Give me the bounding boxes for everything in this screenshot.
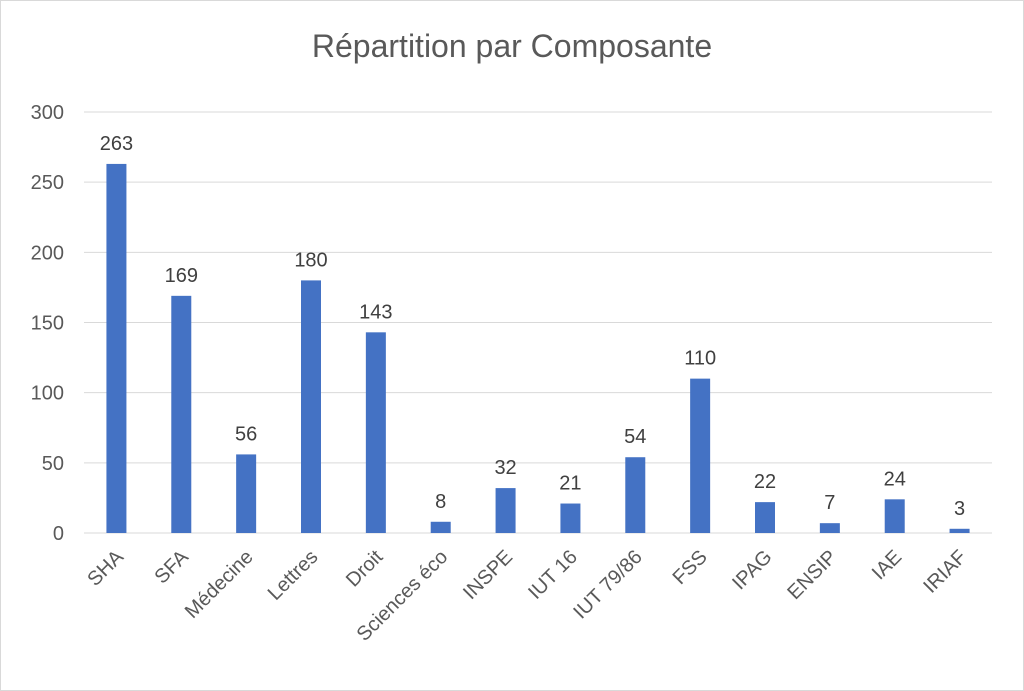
x-tick-label: IUT 16: [524, 546, 582, 604]
bar: [625, 457, 646, 533]
y-tick-label: 0: [53, 523, 64, 545]
bar: [755, 502, 775, 533]
bar: [690, 378, 711, 533]
bar: [495, 488, 516, 533]
data-label: 7: [824, 492, 835, 514]
bars: [106, 163, 970, 533]
data-label: 180: [294, 249, 327, 271]
data-label: 143: [359, 301, 392, 323]
y-tick-label: 100: [31, 383, 64, 405]
chart-title: Répartition par Composante: [311, 28, 713, 64]
gridlines: [84, 111, 992, 534]
y-tick-label: 300: [31, 102, 64, 124]
x-tick-label: IPAG: [728, 546, 776, 594]
x-tick-label: IRIAF: [919, 546, 971, 598]
data-label: 110: [684, 348, 716, 370]
data-label: 32: [494, 457, 516, 479]
data-label: 3: [954, 498, 965, 520]
bar: [301, 280, 321, 533]
x-tick-label: FSS: [669, 546, 712, 589]
bar: [236, 454, 257, 533]
bar: [430, 521, 451, 533]
x-tick-label: SHA: [83, 546, 128, 591]
y-axis-ticks: 0 50 100 150 200 250 300: [31, 102, 64, 545]
data-label: 169: [165, 265, 198, 287]
x-tick-label: ENSIP: [783, 546, 841, 604]
y-tick-label: 50: [42, 453, 64, 475]
bar: [819, 523, 840, 533]
x-tick-label: SFA: [151, 546, 194, 589]
x-tick-label: Lettres: [264, 546, 323, 605]
x-tick-label: IAE: [868, 546, 906, 584]
x-tick-label: Médecine: [181, 546, 258, 623]
data-label: 56: [235, 423, 257, 445]
bar: [365, 332, 386, 533]
data-label: 22: [754, 471, 776, 493]
data-labels: 263 169 56 180 143 8 32 21 54 110 22 7 24 3: [100, 133, 965, 520]
data-label: 24: [884, 468, 906, 490]
y-tick-label: 150: [31, 313, 64, 335]
bar: [560, 503, 581, 533]
bar: [884, 499, 905, 533]
data-label: 21: [559, 473, 581, 495]
x-tick-label: IUT 79/86: [569, 546, 646, 623]
x-tick-label: Droit: [342, 546, 388, 592]
x-tick-label: INSPE: [459, 546, 517, 604]
bar: [949, 528, 970, 533]
data-label: 263: [100, 133, 133, 155]
y-tick-label: 250: [31, 172, 64, 194]
bar: [171, 295, 192, 533]
bar: [106, 163, 127, 533]
y-tick-label: 200: [31, 242, 64, 264]
data-label: 8: [435, 491, 446, 513]
data-label: 54: [624, 426, 646, 448]
